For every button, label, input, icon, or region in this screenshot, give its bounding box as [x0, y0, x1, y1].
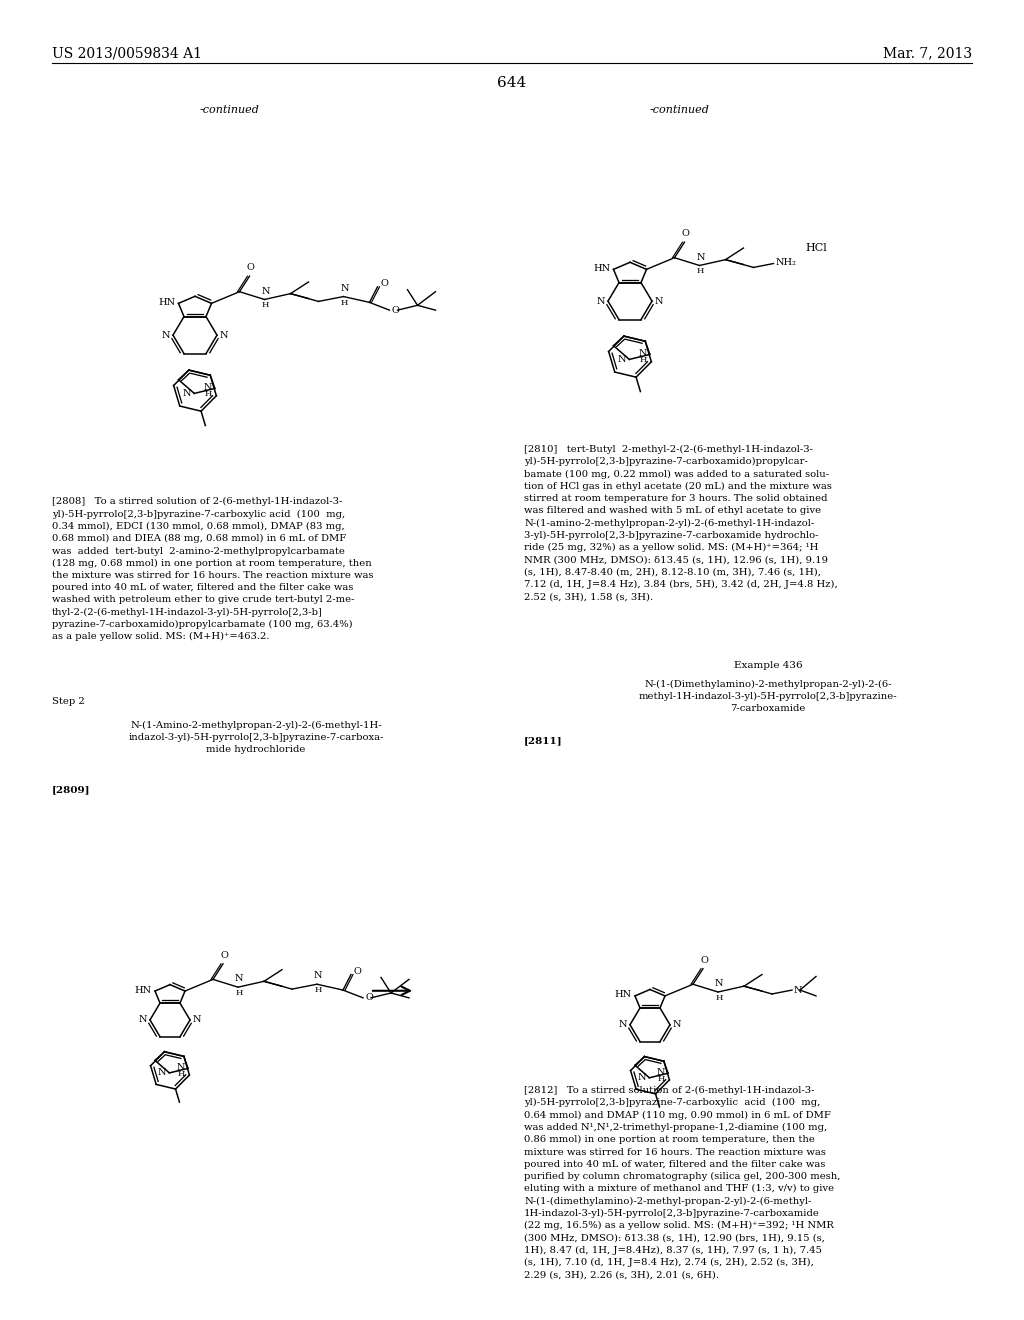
Text: H: H: [236, 989, 243, 997]
Text: NH₂: NH₂: [775, 259, 797, 267]
Text: N: N: [340, 284, 349, 293]
Text: N: N: [234, 974, 244, 983]
Text: O: O: [700, 956, 708, 965]
Text: N: N: [794, 986, 803, 994]
Text: [2808]   To a stirred solution of 2-(6-methyl-1H-indazol-3-
yl)-5H-pyrrolo[2,3-b: [2808] To a stirred solution of 2-(6-met…: [52, 498, 374, 642]
Text: H: H: [314, 986, 322, 994]
Text: HN: HN: [614, 990, 632, 999]
Text: N: N: [597, 297, 605, 306]
Text: HN: HN: [135, 986, 152, 994]
Text: N: N: [673, 1020, 682, 1030]
Text: O: O: [365, 994, 373, 1002]
Text: N: N: [138, 1015, 147, 1024]
Text: N: N: [655, 297, 664, 306]
Text: [2811]: [2811]: [524, 737, 562, 746]
Text: N: N: [183, 389, 191, 397]
Text: N: N: [176, 1063, 185, 1072]
Text: H: H: [716, 994, 723, 1002]
Text: O: O: [381, 280, 388, 289]
Text: N: N: [220, 330, 228, 339]
Text: -continued: -continued: [200, 104, 260, 115]
Text: US 2013/0059834 A1: US 2013/0059834 A1: [52, 46, 202, 61]
Text: N: N: [193, 1015, 202, 1024]
Text: H: H: [341, 298, 348, 306]
Text: [2810]   tert-Butyl  2-methyl-2-(2-(6-methyl-1H-indazol-3-
yl)-5H-pyrrolo[2,3-b]: [2810] tert-Butyl 2-methyl-2-(2-(6-methy…: [524, 445, 838, 601]
Text: N: N: [656, 1068, 665, 1077]
Text: N: N: [617, 355, 627, 364]
Text: H: H: [177, 1071, 185, 1078]
Text: [2809]: [2809]: [52, 785, 90, 793]
Text: N: N: [638, 348, 647, 358]
Text: -continued: -continued: [650, 104, 710, 115]
Text: Mar. 7, 2013: Mar. 7, 2013: [883, 46, 972, 61]
Text: N: N: [162, 330, 170, 339]
Text: N: N: [204, 383, 212, 392]
Text: N: N: [313, 972, 323, 981]
Text: N-(1-(Dimethylamino)-2-methylpropan-2-yl)-2-(6-
methyl-1H-indazol-3-yl)-5H-pyrro: N-(1-(Dimethylamino)-2-methylpropan-2-yl…: [639, 680, 897, 713]
Text: O: O: [354, 968, 361, 975]
Text: Example 436: Example 436: [733, 660, 803, 669]
Text: N: N: [638, 1073, 646, 1082]
Text: H: H: [657, 1074, 665, 1084]
Text: N: N: [158, 1068, 166, 1077]
Text: 644: 644: [498, 75, 526, 90]
Text: N-(1-Amino-2-methylpropan-2-yl)-2-(6-methyl-1H-
indazol-3-yl)-5H-pyrrolo[2,3-b]p: N-(1-Amino-2-methylpropan-2-yl)-2-(6-met…: [128, 721, 384, 754]
Text: H: H: [696, 268, 705, 276]
Text: O: O: [220, 950, 228, 960]
Text: O: O: [391, 306, 399, 314]
Text: O: O: [682, 230, 689, 239]
Text: HN: HN: [159, 298, 175, 306]
Text: N: N: [715, 979, 723, 989]
Text: HCl: HCl: [805, 243, 826, 252]
Text: [2812]   To a stirred solution of 2-(6-methyl-1H-indazol-3-
yl)-5H-pyrrolo[2,3-b: [2812] To a stirred solution of 2-(6-met…: [524, 1086, 841, 1279]
Text: N: N: [618, 1020, 627, 1030]
Text: H: H: [205, 391, 212, 399]
Text: HN: HN: [593, 264, 610, 273]
Text: O: O: [247, 263, 254, 272]
Text: H: H: [262, 301, 269, 309]
Text: H: H: [639, 356, 647, 364]
Text: Step 2: Step 2: [52, 697, 85, 706]
Text: N: N: [696, 252, 705, 261]
Text: N: N: [261, 286, 269, 296]
